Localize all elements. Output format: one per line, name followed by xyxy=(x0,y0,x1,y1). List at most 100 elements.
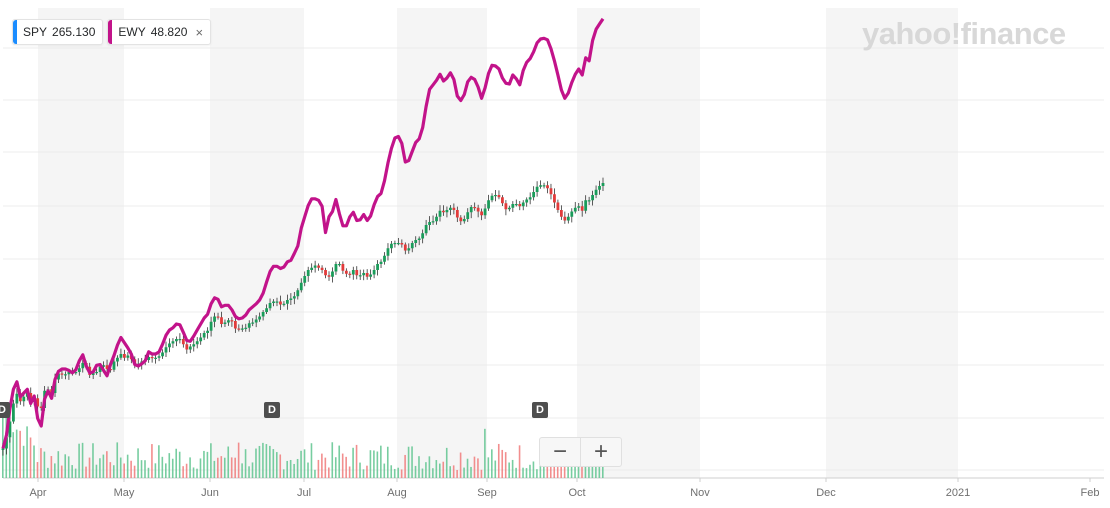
volume-bar xyxy=(404,454,406,478)
spy-candle xyxy=(296,290,300,297)
volume-bar xyxy=(376,451,379,478)
volume-bar xyxy=(314,469,316,478)
volume-bar xyxy=(251,462,254,478)
spy-candle xyxy=(431,221,435,223)
x-tick-label: Jun xyxy=(201,487,219,499)
volume-bar xyxy=(99,458,101,478)
spy-candle xyxy=(462,219,466,222)
legend-chip-ewy[interactable]: EWY 48.820 × xyxy=(107,19,212,45)
volume-bar xyxy=(546,459,549,478)
x-tick-label: Feb xyxy=(1081,487,1100,499)
spy-candle xyxy=(372,270,376,275)
volume-bar xyxy=(43,451,46,478)
volume-bar xyxy=(473,456,476,478)
spy-candle xyxy=(299,282,303,291)
volume-bar xyxy=(64,454,67,478)
spy-candle xyxy=(39,406,43,408)
spy-candle xyxy=(320,267,324,270)
spy-candle xyxy=(157,356,161,358)
spy-candle xyxy=(535,186,539,192)
volume-bar xyxy=(407,446,410,478)
volume-bar xyxy=(518,445,521,478)
spy-candle xyxy=(95,372,99,374)
volume-bar xyxy=(67,456,70,478)
spy-symbol: SPY xyxy=(23,25,48,39)
spy-candle xyxy=(573,207,577,212)
volume-bar xyxy=(154,463,157,478)
legend-chip-spy[interactable]: SPY 265.130 xyxy=(12,19,104,45)
volume-bar xyxy=(175,448,178,478)
volume-bar xyxy=(504,452,507,478)
dividend-marker-1[interactable]: D xyxy=(0,402,10,418)
spy-candle xyxy=(5,437,8,449)
volume-bar xyxy=(81,442,84,478)
spy-candle xyxy=(480,211,484,216)
volume-bar xyxy=(286,460,288,478)
volume-bar xyxy=(584,457,587,478)
spy-candle xyxy=(265,308,268,312)
spy-candle xyxy=(64,374,67,376)
spy-candle xyxy=(275,301,279,303)
spy-candle xyxy=(365,273,369,277)
volume-bar xyxy=(258,445,261,478)
x-tick-label: 2021 xyxy=(946,487,970,499)
spy-candle xyxy=(164,347,168,353)
spy-candle xyxy=(407,248,411,251)
spy-candle xyxy=(8,421,12,438)
volume-bar xyxy=(487,457,490,478)
volume-bar xyxy=(112,465,115,478)
spy-candle xyxy=(188,346,192,350)
spy-candle xyxy=(306,270,310,276)
volume-bar xyxy=(317,459,320,478)
volume-bar xyxy=(244,449,247,478)
volume-bar xyxy=(449,466,451,478)
spy-candle xyxy=(209,321,213,331)
spy-candle xyxy=(223,322,227,324)
dividend-marker-3[interactable]: D xyxy=(532,402,548,418)
volume-bar xyxy=(262,442,264,478)
spy-candle xyxy=(455,210,459,218)
spy-candle xyxy=(539,185,542,187)
spy-candle xyxy=(348,273,352,275)
close-icon[interactable]: × xyxy=(195,24,204,40)
volume-bar xyxy=(109,462,112,478)
spy-candle xyxy=(376,264,379,270)
volume-bar xyxy=(418,456,420,478)
zoom-out-button[interactable]: − xyxy=(552,438,567,465)
month-band xyxy=(210,8,304,478)
spy-candle xyxy=(251,322,255,324)
spy-candle xyxy=(202,333,206,338)
volume-bar xyxy=(196,468,198,478)
x-tick-label: Apr xyxy=(29,487,46,499)
spy-candle xyxy=(213,316,216,322)
volume-bar xyxy=(390,465,393,478)
spy-candle xyxy=(258,316,262,320)
volume-bar xyxy=(432,468,434,478)
spy-candle xyxy=(598,186,601,190)
volume-bar xyxy=(12,432,15,478)
spy-candle xyxy=(542,185,546,187)
volume-bar xyxy=(272,449,275,478)
volume-bar xyxy=(161,456,164,478)
volume-bar xyxy=(352,447,354,478)
volume-bar xyxy=(182,466,184,478)
volume-bar xyxy=(92,443,94,478)
spy-candle xyxy=(105,365,109,369)
volume-bar xyxy=(78,443,80,478)
zoom-in-button[interactable]: + xyxy=(580,438,621,466)
volume-bar xyxy=(321,453,323,478)
spy-candle xyxy=(514,204,518,206)
spy-candle xyxy=(428,222,431,225)
volume-bar xyxy=(106,451,108,478)
volume-bar xyxy=(241,463,243,478)
spy-candle xyxy=(240,328,244,330)
spy-candle xyxy=(521,202,525,207)
volume-bar xyxy=(158,445,160,478)
spy-candle xyxy=(199,337,203,342)
spy-candle xyxy=(490,195,494,201)
dividend-marker-2[interactable]: D xyxy=(264,402,280,418)
spy-candle xyxy=(36,398,40,407)
volume-bar xyxy=(543,457,545,478)
volume-bar xyxy=(466,458,469,478)
